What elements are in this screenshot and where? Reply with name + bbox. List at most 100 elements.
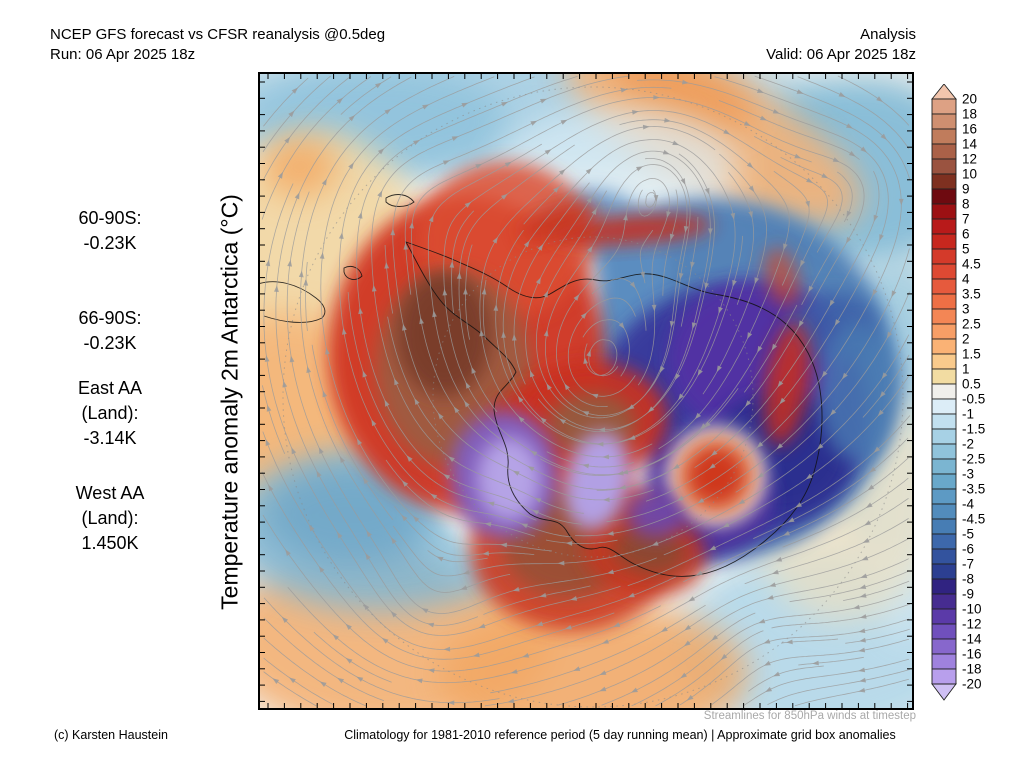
header-left: NCEP GFS forecast vs CFSR reanalysis @0.… <box>50 25 385 65</box>
stat-group: East AA (Land): -3.14K <box>36 376 184 451</box>
colorbar-cell <box>931 548 957 565</box>
streamline-note: Streamlines for 850hPa winds at timestep <box>703 710 916 722</box>
colorbar-cell <box>931 218 957 235</box>
colorbar-tick-label: 5 <box>962 242 970 257</box>
stat-line: 60-90S: <box>78 208 142 228</box>
colorbar-tick-label: -1 <box>962 407 974 422</box>
colorbar-cell <box>931 113 957 130</box>
colorbar-cell <box>931 563 957 580</box>
colorbar-tick-label: -10 <box>962 602 982 617</box>
colorbar-cell <box>931 338 957 355</box>
stat-line: (Land): <box>81 508 139 528</box>
colorbar-cell <box>931 203 957 220</box>
colorbar-cell <box>931 533 957 550</box>
streamlines <box>261 75 911 707</box>
map-border <box>258 72 914 710</box>
stat-line: -3.14K <box>83 428 137 448</box>
stats-panel: 60-90S: -0.23K 66-90S: -0.23K East AA (Land):… <box>36 0 184 768</box>
colorbar-cell <box>931 98 957 115</box>
colorbar-tick-label: 6 <box>962 227 970 242</box>
colorbar-cell <box>931 323 957 340</box>
colorbar-bottom-arrow <box>931 683 957 701</box>
colorbar: 201816141210987654.543.532.521.510.5-0.5… <box>931 84 985 701</box>
run-label: Run: 06 Apr 2025 18z <box>50 46 196 63</box>
colorbar-cell <box>931 353 957 370</box>
colorbar-cell <box>931 458 957 475</box>
colorbar-cell <box>931 128 957 145</box>
header-right: Analysis Valid: 06 Apr 2025 18z <box>766 25 916 65</box>
colorbar-tick-label: -18 <box>962 662 982 677</box>
colorbar-cell <box>931 578 957 595</box>
climatology-note: Climatology for 1981-2010 reference peri… <box>344 728 896 742</box>
colorbar-tick-label: 3 <box>962 302 970 317</box>
colorbar-tick-label: 12 <box>962 152 977 167</box>
anomaly-field <box>260 74 912 708</box>
credit: (c) Karsten Haustein <box>54 728 168 742</box>
page-title: NCEP GFS forecast vs CFSR reanalysis @0.… <box>50 26 386 43</box>
colorbar-tick-label: -8 <box>962 572 974 587</box>
colorbar-tick-label: 0.5 <box>962 377 981 392</box>
stat-line: East AA <box>77 378 143 398</box>
colorbar-cell <box>931 188 957 205</box>
colorbar-cell <box>931 173 957 190</box>
colorbar-tick-label: -4.5 <box>962 512 985 527</box>
colorbar-tick-label: -5 <box>962 527 974 542</box>
stat-line: 1.450K <box>81 533 139 553</box>
colorbar-cell <box>931 428 957 445</box>
colorbar-cell <box>931 398 957 415</box>
colorbar-tick-label: 18 <box>962 107 977 122</box>
colorbar-cell <box>931 293 957 310</box>
colorbar-tick-label: -9 <box>962 587 974 602</box>
colorbar-top-arrow <box>931 84 957 100</box>
colorbar-cell <box>931 308 957 325</box>
colorbar-tick-label: -2.5 <box>962 452 985 467</box>
colorbar-cell <box>931 443 957 460</box>
colorbar-tick-label: 20 <box>962 92 977 107</box>
colorbar-cell <box>931 368 957 385</box>
colorbar-tick-label: -20 <box>962 677 982 692</box>
colorbar-cell <box>931 473 957 490</box>
colorbar-cell <box>931 488 957 505</box>
colorbar-cell <box>931 263 957 280</box>
colorbar-tick-label: -3 <box>962 467 974 482</box>
colorbar-tick-label: 7 <box>962 212 970 227</box>
colorbar-tick-label: 8 <box>962 197 970 212</box>
colorbar-tick-label: -12 <box>962 617 982 632</box>
colorbar-tick-label: 2 <box>962 332 970 347</box>
colorbar-cell <box>931 248 957 265</box>
colorbar-tick-label: -4 <box>962 497 974 512</box>
colorbar-cell <box>931 503 957 520</box>
colorbar-tick-label: 4.5 <box>962 257 981 272</box>
analysis-label: Analysis <box>860 26 916 43</box>
colorbar-cell <box>931 653 957 670</box>
colorbar-cell <box>931 593 957 610</box>
colorbar-tick-label: 10 <box>962 167 977 182</box>
map-frame <box>258 72 914 710</box>
colorbar-cell <box>931 623 957 640</box>
colorbar-cell <box>931 233 957 250</box>
colorbar-cell <box>931 608 957 625</box>
colorbar-tick-label: -16 <box>962 647 982 662</box>
colorbar-cell <box>931 518 957 535</box>
colorbar-cell <box>931 278 957 295</box>
stat-line: (Land): <box>81 403 139 423</box>
stat-line: 66-90S: <box>78 308 142 328</box>
colorbar-tick-label: 1 <box>962 362 970 377</box>
coastline <box>260 194 823 577</box>
map-canvas <box>258 72 914 710</box>
colorbar-tick-label: 9 <box>962 182 970 197</box>
colorbar-tick-label: 1.5 <box>962 347 981 362</box>
stat-group: 66-90S: -0.23K <box>36 306 184 356</box>
stat-group: 60-90S: -0.23K <box>36 206 184 256</box>
stat-line: -0.23K <box>83 333 137 353</box>
valid-label: Valid: 06 Apr 2025 18z <box>766 46 916 63</box>
colorbar-tick-label: -0.5 <box>962 392 985 407</box>
colorbar-cell <box>931 668 957 685</box>
colorbar-tick-label: -1.5 <box>962 422 985 437</box>
colorbar-tick-label: -7 <box>962 557 974 572</box>
colorbar-cell <box>931 638 957 655</box>
colorbar-tick-label: 2.5 <box>962 317 981 332</box>
colorbar-cell <box>931 158 957 175</box>
colorbar-tick-label: 14 <box>962 137 978 152</box>
